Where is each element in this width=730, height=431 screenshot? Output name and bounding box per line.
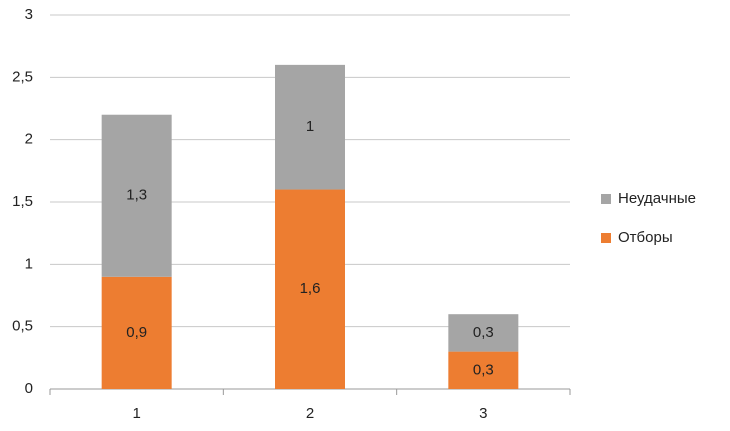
data-label: 0,9 [126, 324, 147, 341]
legend-swatch [601, 233, 611, 243]
y-tick-label: 3 [25, 6, 33, 23]
data-label: 0,3 [473, 324, 494, 341]
bar-segment [448, 351, 519, 389]
bar-segment [448, 314, 519, 352]
bar-segment [101, 114, 172, 277]
data-label: 1,3 [126, 187, 147, 204]
x-tick-label: 1 [132, 405, 140, 422]
bar-segment [275, 64, 345, 190]
x-tick-label: 2 [306, 405, 314, 422]
y-tick-label: 1 [25, 255, 33, 272]
y-tick-label: 0 [25, 380, 33, 397]
bar-segment [275, 189, 345, 389]
y-tick-label: 2,5 [12, 68, 33, 85]
bar-segment [101, 276, 172, 389]
data-label: 1 [306, 118, 314, 135]
data-label: 1,6 [300, 280, 321, 297]
x-tick-label: 3 [479, 405, 487, 422]
legend-swatch [601, 194, 611, 204]
y-tick-label: 2 [25, 131, 33, 148]
legend-label: Отборы [618, 229, 673, 246]
data-label: 0,3 [473, 361, 494, 378]
y-tick-label: 1,5 [12, 193, 33, 210]
y-tick-label: 0,5 [12, 318, 33, 335]
legend-label: Неудачные [618, 190, 696, 207]
